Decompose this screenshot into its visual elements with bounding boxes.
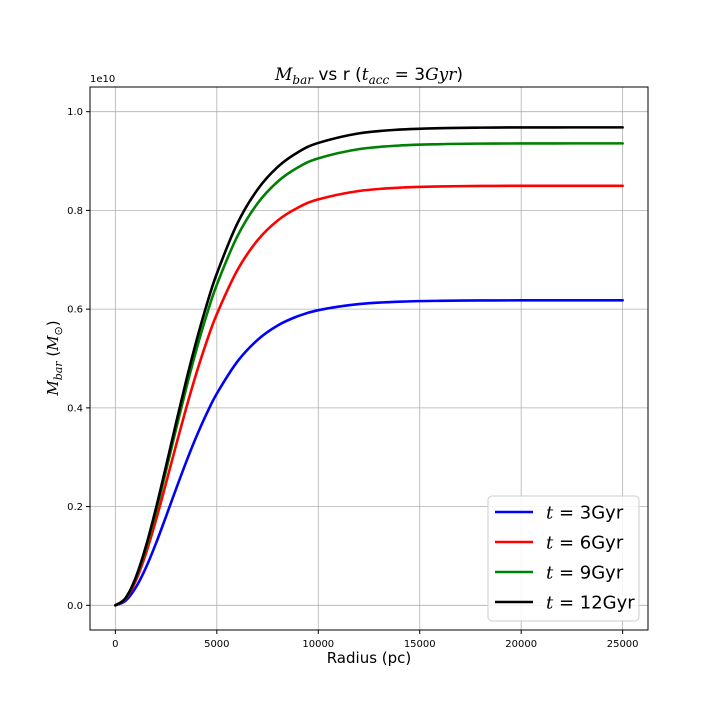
legend-label-0: t = 3Gyr xyxy=(546,503,624,524)
x-tick-label: 10000 xyxy=(302,639,334,650)
x-tick-label: 20000 xyxy=(505,639,537,650)
x-tick-label: 15000 xyxy=(404,639,436,650)
legend: t = 3Gyr t = 6Gyr t = 9Gyr t = 12Gyr xyxy=(487,495,640,622)
series-line-3 xyxy=(114,126,624,607)
offset-label: 1e10 xyxy=(90,74,115,85)
x-axis-label: Radius (pc) xyxy=(327,649,412,667)
y-tick-label: 0.2 xyxy=(67,502,83,513)
x-tick-label: 5000 xyxy=(204,639,229,650)
legend-label-1: t = 6Gyr xyxy=(546,533,624,554)
legend-label-2: t = 9Gyr xyxy=(546,563,624,584)
series-line-1 xyxy=(114,184,624,607)
y-tick-label: 0.0 xyxy=(67,601,83,612)
y-tick-label: 0.4 xyxy=(67,403,83,414)
x-tick-label: 0 xyxy=(112,639,118,650)
grid xyxy=(90,87,648,630)
series-line-0 xyxy=(114,298,624,607)
y-axis-label: Mbar (M⊙) xyxy=(44,320,65,396)
plot-frame xyxy=(89,86,649,631)
series-layer xyxy=(114,126,624,607)
y-tick-label: 1.0 xyxy=(67,107,83,118)
x-tick-label: 25000 xyxy=(607,639,639,650)
y-tick-label: 0.6 xyxy=(67,305,83,316)
legend-label-3: t = 12Gyr xyxy=(546,593,635,614)
legend-box xyxy=(487,495,640,622)
y-tick-label: 0.8 xyxy=(67,206,83,217)
x-ticks: 0 5000 10000 15000 20000 25000 xyxy=(112,630,639,650)
y-ticks: 0.0 0.2 0.4 0.6 0.8 1.0 xyxy=(67,107,90,612)
chart-title: Mbar vs r (tacc = 3Gyr) xyxy=(274,65,463,87)
